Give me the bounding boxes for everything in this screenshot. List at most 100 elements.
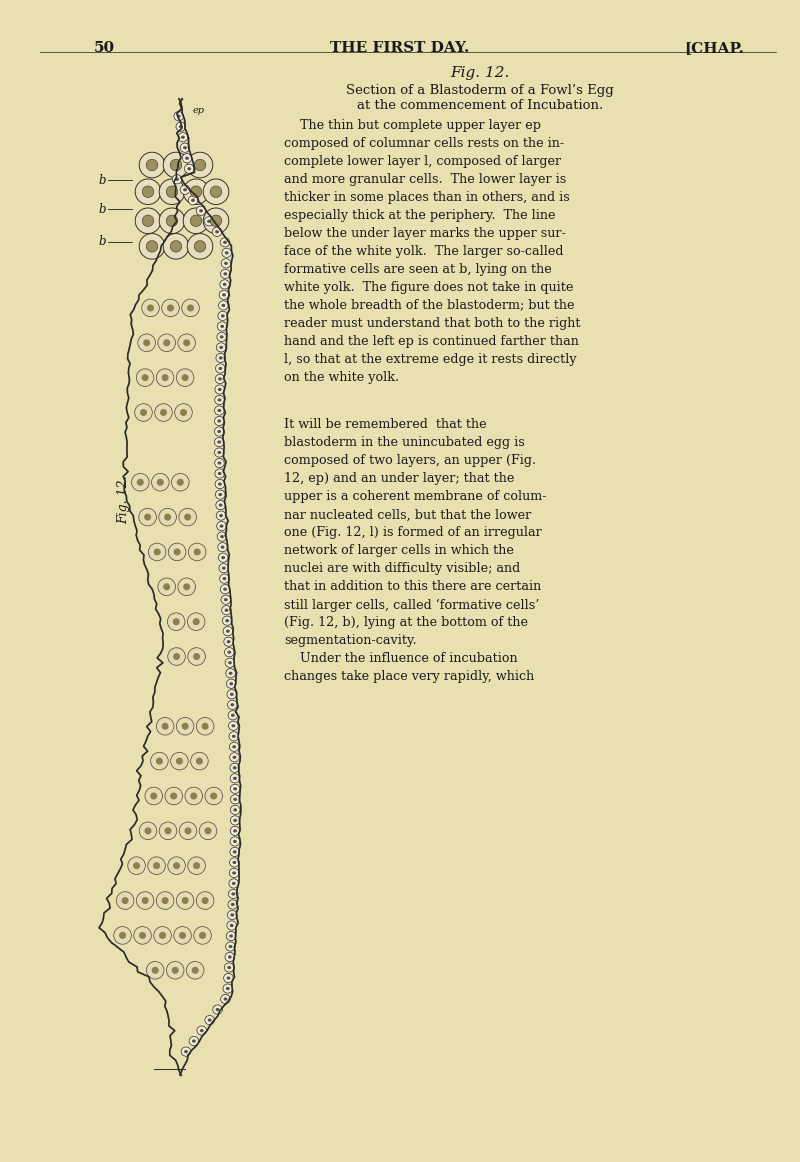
Ellipse shape [174,112,183,121]
Text: blastoderm in the unincubated egg is: blastoderm in the unincubated egg is [284,437,525,450]
Ellipse shape [234,819,237,822]
Ellipse shape [228,955,232,959]
Ellipse shape [174,926,191,945]
Ellipse shape [151,473,169,492]
Ellipse shape [150,752,168,770]
Ellipse shape [183,188,187,192]
Ellipse shape [227,910,237,919]
Ellipse shape [214,426,224,436]
Ellipse shape [234,809,237,811]
Ellipse shape [179,822,197,840]
Ellipse shape [174,548,181,555]
Ellipse shape [225,609,228,612]
Ellipse shape [230,847,239,856]
Ellipse shape [196,891,214,910]
Ellipse shape [230,795,240,804]
Ellipse shape [225,647,234,657]
Ellipse shape [176,891,194,910]
Text: the whole breadth of the blastoderm; but the: the whole breadth of the blastoderm; but… [284,299,574,311]
Ellipse shape [135,208,161,234]
Ellipse shape [187,234,213,259]
Ellipse shape [180,409,187,416]
Ellipse shape [140,409,147,416]
Ellipse shape [219,357,222,359]
Ellipse shape [176,758,183,765]
Ellipse shape [189,1037,198,1046]
Ellipse shape [157,479,164,486]
Ellipse shape [167,304,174,311]
Ellipse shape [215,469,225,478]
Ellipse shape [228,899,238,909]
Ellipse shape [230,693,234,696]
Text: b: b [98,173,106,187]
Ellipse shape [233,755,236,759]
Ellipse shape [142,215,154,227]
Ellipse shape [183,208,209,234]
Ellipse shape [218,399,222,402]
Ellipse shape [220,238,230,248]
Ellipse shape [158,333,175,352]
Ellipse shape [228,711,238,720]
Ellipse shape [220,325,224,328]
Ellipse shape [185,157,189,160]
Text: Section of a Blastoderm of a Fowl’s Egg: Section of a Blastoderm of a Fowl’s Egg [346,84,614,96]
Ellipse shape [178,578,195,596]
Ellipse shape [162,723,169,730]
Ellipse shape [218,461,222,465]
Ellipse shape [221,595,230,604]
Ellipse shape [179,125,182,128]
Text: Under the influence of incubation: Under the influence of incubation [284,653,518,666]
Ellipse shape [220,574,230,583]
Ellipse shape [159,508,177,526]
Ellipse shape [228,661,232,665]
Ellipse shape [230,868,239,877]
Ellipse shape [218,409,222,413]
Ellipse shape [231,724,235,727]
Ellipse shape [142,186,154,198]
Ellipse shape [222,303,226,307]
Ellipse shape [134,403,152,422]
Ellipse shape [188,856,206,875]
Ellipse shape [215,490,225,500]
Ellipse shape [219,346,223,349]
Ellipse shape [182,897,189,904]
Ellipse shape [218,430,221,433]
Ellipse shape [139,822,157,840]
Text: changes take place very rapidly, which: changes take place very rapidly, which [284,670,534,683]
Ellipse shape [188,195,198,205]
Ellipse shape [146,241,158,252]
Ellipse shape [214,437,224,446]
Ellipse shape [230,816,240,825]
Ellipse shape [226,987,230,990]
Ellipse shape [226,679,236,688]
Ellipse shape [170,159,182,171]
Ellipse shape [163,152,189,178]
Ellipse shape [144,514,151,521]
Ellipse shape [224,598,228,601]
Ellipse shape [177,115,181,117]
Ellipse shape [119,932,126,939]
Text: nar nucleated cells, but that the lower: nar nucleated cells, but that the lower [284,509,531,522]
Ellipse shape [146,159,158,171]
Ellipse shape [214,406,224,415]
Ellipse shape [227,701,237,709]
Ellipse shape [225,251,229,254]
Ellipse shape [172,967,178,974]
Text: at the commencement of Incubation.: at the commencement of Incubation. [357,99,603,112]
Text: reader must understand that both to the right: reader must understand that both to the … [284,317,581,330]
Ellipse shape [148,543,166,561]
Ellipse shape [159,208,185,234]
Ellipse shape [218,451,222,454]
Ellipse shape [175,178,179,181]
Ellipse shape [178,333,195,352]
Ellipse shape [220,535,224,538]
Ellipse shape [232,872,236,875]
Ellipse shape [200,1030,204,1032]
Ellipse shape [170,752,188,770]
Ellipse shape [218,493,222,496]
Ellipse shape [230,858,239,867]
Ellipse shape [232,882,236,885]
Ellipse shape [184,1050,188,1053]
Ellipse shape [166,186,178,198]
Ellipse shape [192,1040,196,1042]
